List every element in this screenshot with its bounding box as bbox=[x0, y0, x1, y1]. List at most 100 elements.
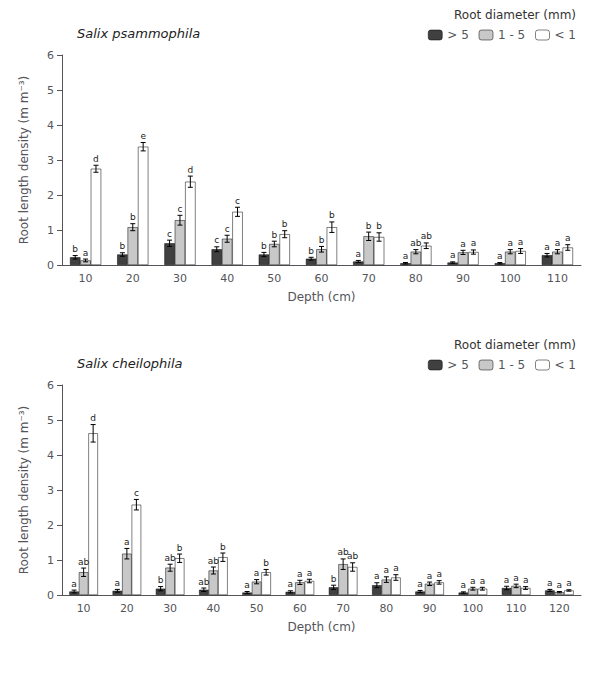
svg-text:a: a bbox=[403, 251, 409, 261]
svg-text:1: 1 bbox=[47, 224, 54, 237]
svg-text:a: a bbox=[471, 238, 477, 248]
svg-text:4: 4 bbox=[47, 449, 54, 462]
svg-text:d: d bbox=[187, 165, 193, 175]
svg-text:a: a bbox=[547, 578, 553, 588]
svg-text:50: 50 bbox=[250, 602, 264, 615]
svg-text:b: b bbox=[263, 558, 269, 568]
svg-text:70: 70 bbox=[336, 602, 350, 615]
svg-text:ab: ab bbox=[208, 556, 220, 566]
svg-text:20: 20 bbox=[120, 602, 134, 615]
svg-text:60: 60 bbox=[315, 272, 329, 285]
svg-text:a: a bbox=[504, 575, 510, 585]
svg-text:ab: ab bbox=[78, 557, 90, 567]
svg-text:a: a bbox=[297, 569, 303, 579]
svg-text:a: a bbox=[566, 578, 572, 588]
svg-text:b: b bbox=[177, 543, 183, 553]
svg-text:> 5: > 5 bbox=[447, 28, 469, 42]
svg-text:a: a bbox=[384, 565, 390, 575]
svg-text:2: 2 bbox=[47, 189, 54, 202]
svg-text:a: a bbox=[518, 237, 524, 247]
svg-text:Root diameter (mm): Root diameter (mm) bbox=[454, 338, 576, 352]
svg-text:10: 10 bbox=[79, 272, 93, 285]
svg-text:a: a bbox=[356, 249, 362, 259]
svg-text:a: a bbox=[480, 576, 486, 586]
svg-text:a: a bbox=[460, 239, 466, 249]
svg-text:> 5: > 5 bbox=[447, 358, 469, 372]
svg-text:3: 3 bbox=[47, 484, 54, 497]
svg-text:b: b bbox=[130, 212, 136, 222]
svg-text:c: c bbox=[214, 235, 219, 245]
svg-text:Depth (cm): Depth (cm) bbox=[287, 620, 355, 634]
svg-text:60: 60 bbox=[293, 602, 307, 615]
svg-text:a: a bbox=[436, 569, 442, 579]
svg-text:0: 0 bbox=[47, 589, 54, 602]
svg-text:Root diameter (mm): Root diameter (mm) bbox=[454, 8, 576, 22]
svg-text:a: a bbox=[254, 568, 260, 578]
svg-text:b: b bbox=[120, 241, 126, 251]
svg-text:a: a bbox=[450, 250, 456, 260]
svg-text:40: 40 bbox=[206, 602, 220, 615]
svg-text:1 - 5: 1 - 5 bbox=[498, 358, 525, 372]
svg-text:b: b bbox=[220, 542, 226, 552]
svg-text:Salix cheilophila: Salix cheilophila bbox=[77, 356, 183, 371]
svg-text:a: a bbox=[393, 563, 399, 573]
svg-text:a: a bbox=[544, 242, 550, 252]
svg-text:80: 80 bbox=[379, 602, 393, 615]
svg-text:Depth (cm): Depth (cm) bbox=[287, 290, 355, 304]
svg-text:30: 30 bbox=[173, 272, 187, 285]
svg-text:b: b bbox=[366, 221, 372, 231]
svg-text:b: b bbox=[158, 575, 164, 585]
svg-text:1 - 5: 1 - 5 bbox=[498, 28, 525, 42]
svg-text:70: 70 bbox=[362, 272, 376, 285]
svg-text:Salix psammophila: Salix psammophila bbox=[77, 26, 200, 41]
svg-text:110: 110 bbox=[506, 602, 527, 615]
svg-text:b: b bbox=[271, 230, 277, 240]
svg-text:< 1: < 1 bbox=[554, 28, 576, 42]
svg-text:10: 10 bbox=[77, 602, 91, 615]
svg-text:5: 5 bbox=[47, 84, 54, 97]
svg-text:ab: ab bbox=[165, 553, 177, 563]
svg-text:50: 50 bbox=[267, 272, 281, 285]
svg-text:0: 0 bbox=[47, 259, 54, 272]
svg-text:a: a bbox=[555, 238, 561, 248]
svg-text:b: b bbox=[376, 221, 382, 231]
svg-text:110: 110 bbox=[547, 272, 568, 285]
svg-text:a: a bbox=[565, 233, 571, 243]
svg-text:6: 6 bbox=[47, 379, 54, 392]
svg-text:a: a bbox=[83, 248, 89, 258]
svg-text:a: a bbox=[417, 579, 423, 589]
svg-text:100: 100 bbox=[462, 602, 483, 615]
svg-text:5: 5 bbox=[47, 414, 54, 427]
svg-text:b: b bbox=[308, 246, 314, 256]
svg-text:a: a bbox=[124, 537, 130, 547]
svg-text:c: c bbox=[134, 488, 139, 498]
svg-text:40: 40 bbox=[220, 272, 234, 285]
svg-text:a: a bbox=[497, 251, 503, 261]
svg-text:1: 1 bbox=[47, 554, 54, 567]
svg-text:b: b bbox=[282, 219, 288, 229]
svg-text:a: a bbox=[461, 580, 467, 590]
svg-text:80: 80 bbox=[409, 272, 423, 285]
svg-text:c: c bbox=[235, 196, 240, 206]
svg-text:d: d bbox=[93, 154, 99, 164]
svg-text:< 1: < 1 bbox=[554, 358, 576, 372]
svg-text:ab: ab bbox=[198, 577, 210, 587]
svg-text:100: 100 bbox=[500, 272, 521, 285]
svg-text:a: a bbox=[288, 579, 294, 589]
svg-text:6: 6 bbox=[47, 49, 54, 62]
svg-text:20: 20 bbox=[126, 272, 140, 285]
svg-text:c: c bbox=[177, 204, 182, 214]
svg-text:4: 4 bbox=[47, 119, 54, 132]
svg-text:a: a bbox=[71, 579, 77, 589]
svg-text:120: 120 bbox=[549, 602, 570, 615]
svg-text:a: a bbox=[523, 575, 529, 585]
svg-text:90: 90 bbox=[456, 272, 470, 285]
svg-text:a: a bbox=[507, 238, 513, 248]
svg-text:b: b bbox=[261, 241, 267, 251]
svg-text:90: 90 bbox=[423, 602, 437, 615]
svg-text:a: a bbox=[513, 573, 519, 583]
svg-text:ab: ab bbox=[347, 551, 359, 561]
svg-text:a: a bbox=[557, 580, 563, 590]
svg-text:a: a bbox=[244, 580, 250, 590]
svg-text:b: b bbox=[72, 244, 78, 254]
